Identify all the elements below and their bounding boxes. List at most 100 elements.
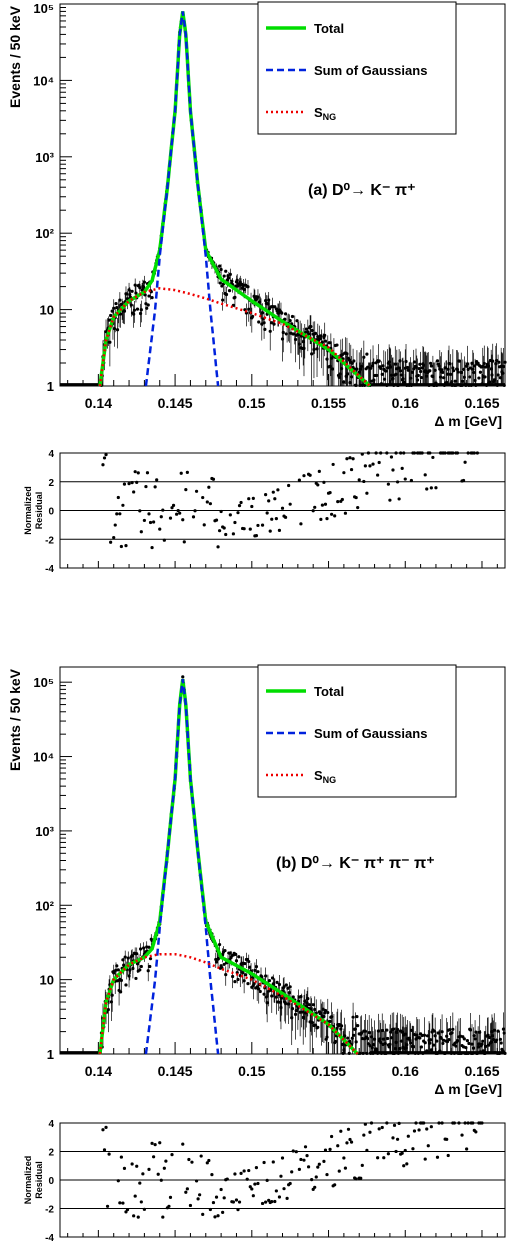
data-point	[242, 287, 246, 292]
data-point	[454, 1044, 458, 1048]
residual-point	[405, 1162, 409, 1166]
data-point	[456, 370, 460, 374]
residual-point	[201, 1212, 205, 1216]
residual-point	[429, 1125, 433, 1129]
residual-point	[345, 1141, 349, 1145]
data-point	[310, 328, 315, 333]
residual-point	[144, 484, 148, 489]
data-point	[369, 366, 373, 370]
residual-point	[411, 1147, 415, 1151]
data-point	[443, 366, 447, 370]
data-point	[405, 1043, 409, 1047]
residual-point	[130, 481, 134, 485]
data-point	[110, 993, 114, 997]
data-point	[129, 303, 133, 307]
residual-point	[282, 1187, 286, 1191]
data-point	[227, 276, 231, 280]
data-point	[372, 1037, 377, 1041]
residual-point	[104, 453, 108, 457]
data-point	[352, 1033, 356, 1037]
data-point	[279, 1006, 283, 1010]
residual-point	[150, 1141, 154, 1145]
residual-point	[236, 1208, 240, 1212]
data-point	[234, 959, 239, 963]
residual-point	[313, 1185, 317, 1189]
data-point	[395, 1027, 400, 1032]
data-point	[431, 374, 435, 379]
data-point	[482, 361, 486, 366]
data-point	[319, 1011, 323, 1015]
residual-point	[431, 455, 435, 460]
data-point	[448, 362, 452, 366]
residual-point	[323, 1148, 328, 1152]
residual-point	[121, 1201, 125, 1205]
residual-point	[265, 511, 269, 515]
data-point	[235, 278, 239, 282]
residual-point	[472, 451, 476, 455]
residual-point	[466, 1121, 470, 1125]
residual-point	[336, 1144, 340, 1148]
data-point	[397, 366, 401, 370]
data-point	[392, 1051, 397, 1055]
data-point	[280, 311, 284, 315]
residual-point	[359, 1176, 363, 1180]
data-point	[383, 1041, 387, 1046]
residual-point	[119, 1155, 123, 1159]
data-point	[428, 1038, 433, 1042]
residual-point	[471, 1121, 475, 1125]
data-point	[402, 380, 407, 384]
residual-point	[122, 1166, 127, 1170]
residual-point	[351, 457, 355, 461]
residual-point	[267, 499, 271, 503]
data-point	[135, 307, 140, 311]
residual-point	[139, 1200, 143, 1204]
residual-point	[363, 464, 367, 468]
data-point	[448, 372, 453, 376]
data-point	[460, 383, 464, 387]
residual-point	[395, 480, 400, 484]
residual-point	[221, 1210, 225, 1214]
residual-point	[214, 1195, 219, 1199]
data-point	[488, 380, 492, 384]
data-point	[400, 1030, 404, 1034]
data-point	[252, 982, 256, 986]
data-point	[412, 367, 416, 371]
data-point	[214, 960, 219, 964]
data-point	[354, 1040, 358, 1044]
data-point	[476, 361, 480, 365]
residual-point	[231, 1200, 235, 1204]
data-point	[389, 365, 393, 369]
residual-point	[402, 451, 406, 455]
residual-point	[118, 1201, 122, 1205]
residual-point	[109, 540, 113, 544]
x-tick-label: 0.15	[238, 395, 265, 411]
legend-label-0: Total	[314, 21, 344, 36]
data-point	[429, 364, 433, 368]
data-point	[130, 953, 134, 958]
x-tick-label: 0.155	[311, 395, 346, 411]
residual-point	[317, 1162, 321, 1166]
residual-point	[153, 1143, 157, 1147]
residual-point	[167, 1204, 171, 1208]
residual-point	[395, 1137, 400, 1141]
residual-point	[357, 478, 361, 482]
residual-point	[164, 1159, 168, 1163]
data-point	[265, 1001, 269, 1005]
data-point	[372, 378, 376, 382]
data-point	[468, 1028, 473, 1032]
residual-tick-label: 0	[48, 507, 54, 518]
residual-point	[127, 482, 131, 486]
data-point	[313, 1007, 317, 1012]
residual-point	[136, 471, 140, 475]
residual-tick-label: -4	[45, 1233, 54, 1244]
residual-tick-label: 2	[48, 478, 54, 489]
residual-point	[336, 500, 340, 504]
data-point	[315, 347, 319, 351]
x-tick-label: 0.15	[238, 1063, 265, 1079]
residual-point	[170, 1153, 174, 1157]
residual-point	[406, 1134, 410, 1138]
residual-point	[101, 463, 105, 467]
data-point	[243, 961, 247, 966]
data-point	[472, 364, 476, 368]
data-point	[365, 352, 369, 356]
